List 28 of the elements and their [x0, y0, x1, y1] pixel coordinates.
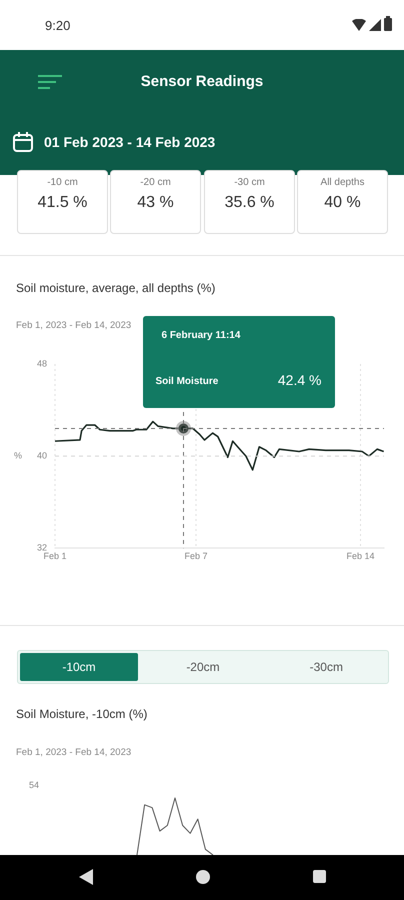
text: 35.6 %: [224, 194, 276, 212]
annotation: 42.4 %: [278, 372, 322, 388]
text: -10cm: [20, 653, 138, 681]
text: -20cm: [185, 659, 221, 676]
x-tick-label: Feb 7: [184, 551, 208, 562]
y-tick-label: 48: [36, 358, 47, 368]
chart-title: Soil moisture, average, all depths (%): [16, 281, 216, 295]
text: Sensor Readings: [140, 73, 264, 90]
text: 9:20: [45, 18, 70, 33]
text: 43 %: [136, 194, 175, 212]
tooltip-card: 6 February 11:14 Soil Moisture 42.4 %: [143, 316, 336, 408]
text: -30 cm: [233, 177, 266, 188]
x-tick-label: Feb 14: [346, 551, 375, 562]
text: 01 Feb 2023 - 14 Feb 2023: [44, 134, 216, 150]
y-tick-label: 32: [36, 542, 47, 553]
chart-subtitle: Feb 1, 2023 - Feb 14, 2023: [16, 320, 132, 331]
text: 41.5 %: [36, 194, 88, 212]
y-tick-label: 40: [36, 450, 47, 461]
text: -10 cm: [46, 177, 79, 188]
x-tick-label: Feb 1: [43, 551, 67, 562]
chart-subtitle: Feb 1, 2023 - Feb 14, 2023: [16, 747, 132, 758]
text: All depths: [320, 177, 366, 188]
text: -20 cm: [139, 177, 172, 188]
y-axis-title: %: [14, 450, 22, 461]
chart-title: Soil Moisture, -10cm (%): [16, 707, 148, 721]
text: -30cm: [308, 659, 344, 676]
text: 40 %: [323, 194, 362, 212]
text: 54: [29, 780, 40, 790]
